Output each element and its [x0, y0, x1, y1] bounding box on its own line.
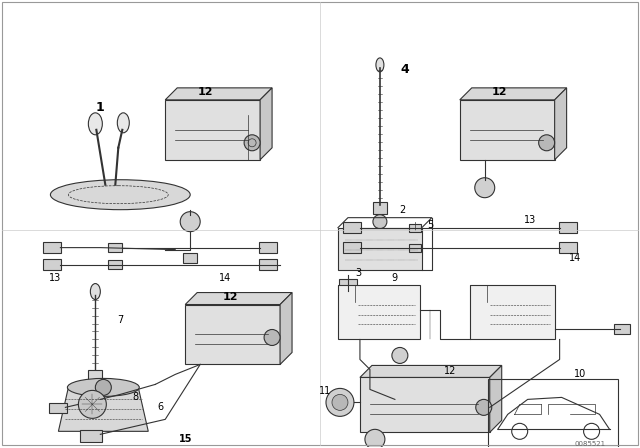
Text: 14: 14	[568, 253, 580, 263]
Text: 8: 8	[132, 392, 138, 402]
Bar	[108, 260, 122, 269]
Bar	[259, 242, 277, 253]
Polygon shape	[470, 284, 555, 340]
Polygon shape	[185, 293, 292, 305]
Text: 3: 3	[355, 267, 361, 278]
Ellipse shape	[88, 113, 102, 135]
Bar	[559, 242, 577, 253]
Polygon shape	[360, 377, 490, 432]
Circle shape	[365, 429, 385, 448]
Bar	[614, 324, 630, 335]
Polygon shape	[338, 284, 420, 340]
Polygon shape	[338, 228, 422, 270]
Polygon shape	[460, 88, 566, 100]
Bar	[44, 242, 61, 253]
Text: 12: 12	[197, 87, 213, 97]
Circle shape	[332, 394, 348, 410]
Circle shape	[326, 388, 354, 416]
Circle shape	[539, 135, 555, 151]
Polygon shape	[185, 305, 280, 364]
Polygon shape	[260, 88, 272, 160]
Bar	[44, 259, 61, 270]
Bar	[49, 403, 67, 414]
Circle shape	[264, 329, 280, 345]
Bar	[81, 431, 102, 442]
Polygon shape	[165, 100, 260, 160]
Circle shape	[392, 348, 408, 363]
Circle shape	[78, 390, 106, 418]
Text: 6: 6	[157, 402, 163, 412]
Circle shape	[475, 178, 495, 198]
Polygon shape	[165, 88, 272, 100]
Circle shape	[180, 211, 200, 232]
Text: 1: 1	[96, 101, 105, 114]
Text: 5: 5	[427, 220, 433, 230]
Polygon shape	[460, 100, 555, 160]
Bar	[339, 279, 357, 290]
Bar	[108, 243, 122, 252]
Text: 14: 14	[219, 272, 231, 283]
Bar	[259, 259, 277, 270]
Circle shape	[95, 379, 111, 396]
Bar	[409, 244, 421, 252]
Bar	[488, 379, 618, 447]
Polygon shape	[280, 293, 292, 364]
Text: 15: 15	[179, 434, 192, 444]
Polygon shape	[58, 388, 148, 431]
Polygon shape	[360, 366, 502, 377]
Bar	[88, 370, 102, 384]
Text: 11: 11	[319, 386, 331, 396]
Ellipse shape	[90, 284, 100, 300]
Text: 12: 12	[492, 87, 508, 97]
Polygon shape	[555, 88, 566, 160]
Text: 9: 9	[392, 272, 398, 283]
Text: 2: 2	[400, 205, 406, 215]
Text: 7: 7	[117, 314, 124, 324]
Text: 4: 4	[401, 64, 409, 77]
Bar	[183, 253, 197, 263]
Ellipse shape	[67, 379, 140, 396]
Bar	[343, 222, 361, 233]
Text: 12: 12	[444, 366, 456, 376]
Circle shape	[476, 399, 492, 415]
Polygon shape	[490, 366, 502, 432]
Ellipse shape	[51, 180, 190, 210]
Circle shape	[373, 215, 387, 228]
Text: 13: 13	[49, 272, 61, 283]
Text: 13: 13	[524, 215, 536, 224]
Text: 10: 10	[573, 370, 586, 379]
Bar	[343, 242, 361, 253]
Bar	[559, 222, 577, 233]
Bar	[373, 202, 387, 214]
Ellipse shape	[117, 113, 129, 133]
Bar	[409, 224, 421, 232]
Text: 0085521: 0085521	[574, 441, 605, 447]
Ellipse shape	[376, 58, 384, 72]
Text: 12: 12	[222, 292, 238, 302]
Circle shape	[244, 135, 260, 151]
